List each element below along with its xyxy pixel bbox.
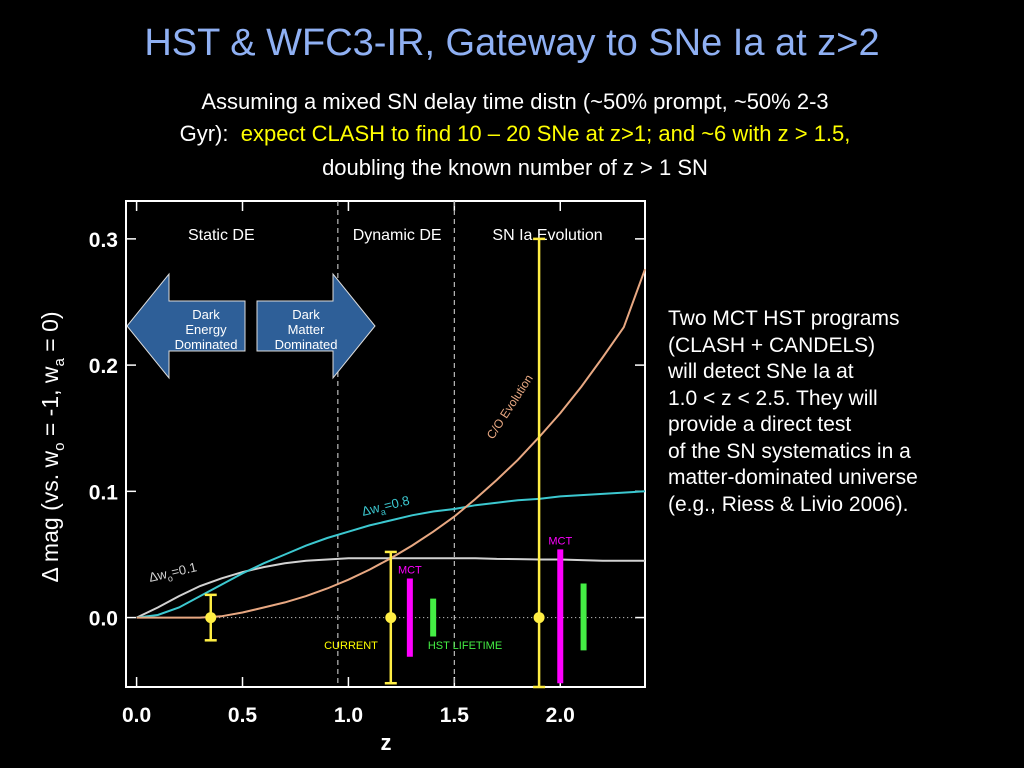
series-label: C/O Evolution [484,372,536,442]
y-tick-label: 0.1 [89,481,119,504]
side-text-line: Two MCT HST programs [668,307,900,330]
bar-label: MCT [548,535,572,547]
x-tick-label: 0.0 [122,704,151,727]
data-point [385,612,397,624]
bar-label: MCT [398,564,422,576]
series-label: Δwa=0.8 [360,493,412,522]
plot-frame [125,200,646,688]
side-text-line: (CLASH + CANDELS) [668,333,876,357]
y-tick-label: 0.0 [89,608,118,631]
y-axis-label: Δ mag (vs. wo = -1, wa = 0) [37,311,68,582]
arrow-label: Matter [288,322,326,337]
side-text-line: provide a direct test [668,413,852,436]
page-title: HST & WFC3-IR, Gateway to SNe Ia at z>2 [144,22,880,64]
subtitle-line-2-start: Gyr): [179,121,229,146]
arrow-label: Dark [192,307,220,322]
region-label: Static DE [188,227,255,244]
series-line-0 [136,557,645,619]
subtitle-highlight: expect CLASH to find 10 – 20 SNe at z>1;… [240,121,851,146]
data-point [533,612,545,624]
data-point [205,612,217,624]
arrow-label: Dominated [275,337,338,352]
region-label: Dynamic DE [353,227,442,244]
side-text-line: of the SN systematics in a [668,439,911,463]
y-tick-label: 0.2 [89,355,118,378]
side-text-line: will detect SNe Ia at [668,360,854,383]
series-line-1 [136,490,646,619]
series-line-2 [136,268,646,619]
side-text-line: matter-dominated universe [668,466,918,489]
x-tick-label: 2.0 [546,704,575,727]
side-text-block: Two MCT HST programs (CLASH + CANDELS) w… [668,306,1013,518]
annotation-current: CURRENT [324,640,378,652]
x-axis-label: z [381,730,392,755]
x-tick-label: 1.0 [334,704,363,727]
arrow-shape [126,272,246,380]
side-text-line: 1.0 < z < 2.5. They will [668,386,878,410]
arrow-label: Dark [292,307,320,322]
y-tick-label: 0.3 [89,229,118,252]
subtitle-line-3: doubling the known number of z > 1 SN [322,155,708,180]
annotation-hst-lifetime: HST LIFETIME [428,640,502,652]
x-tick-label: 1.5 [440,704,470,727]
region-label: SN Ia Evolution [492,227,602,244]
arrow-label: Dominated [175,337,238,352]
x-tick-label: 0.5 [228,704,258,727]
side-text-line: (e.g., Riess & Livio 2006). [668,492,909,516]
arrow-label: Energy [185,322,227,337]
subtitle-line-2: Gyr): expect CLASH to find 10 – 20 SNe a… [40,120,990,148]
subtitle-line-1: Assuming a mixed SN delay time distn (~5… [201,89,829,114]
series-label: Δwo=0.1 [147,559,199,588]
arrow-shape [256,272,376,380]
